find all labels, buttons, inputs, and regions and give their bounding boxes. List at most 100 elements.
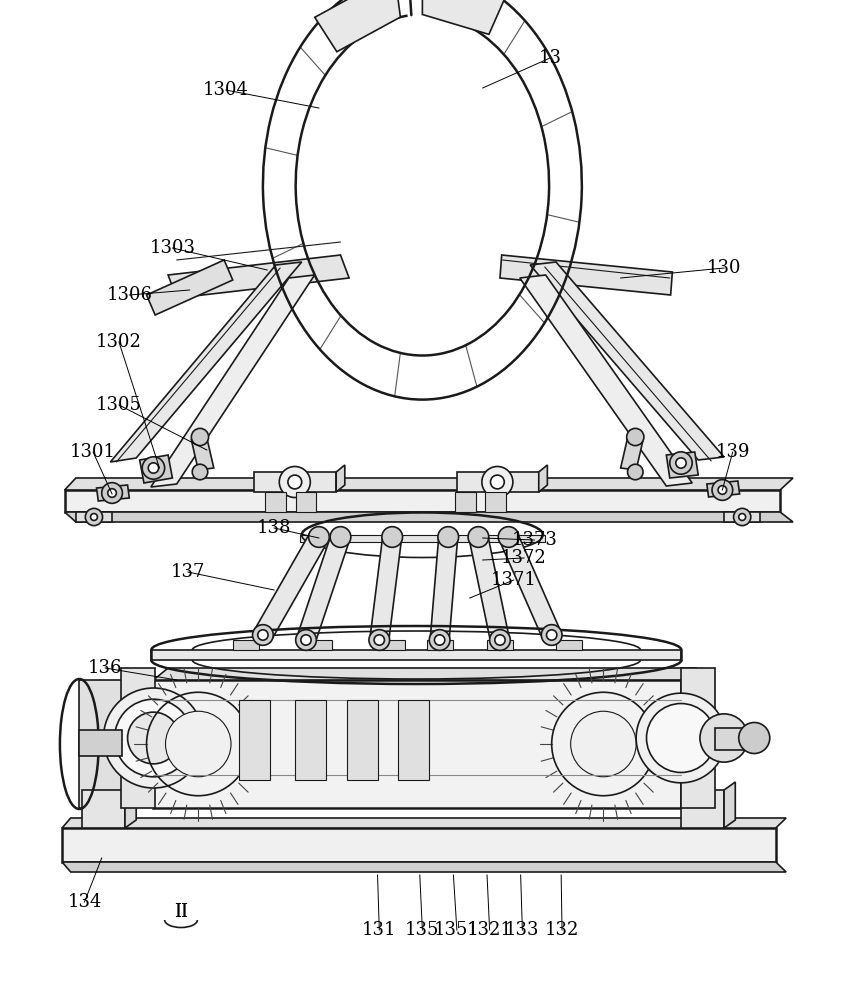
Polygon shape: [426, 640, 452, 650]
Circle shape: [490, 475, 504, 489]
Circle shape: [308, 527, 329, 547]
Text: 130: 130: [706, 259, 740, 277]
Polygon shape: [538, 465, 547, 492]
Polygon shape: [65, 490, 779, 512]
Text: 134: 134: [67, 893, 102, 911]
Polygon shape: [62, 862, 785, 872]
Polygon shape: [294, 700, 325, 780]
Polygon shape: [499, 255, 672, 295]
Polygon shape: [82, 790, 125, 828]
Polygon shape: [153, 668, 696, 680]
Text: 1305: 1305: [96, 396, 142, 414]
Text: II: II: [174, 903, 188, 921]
Circle shape: [300, 635, 311, 645]
Polygon shape: [151, 275, 314, 487]
Circle shape: [489, 630, 510, 650]
Text: 1351: 1351: [433, 921, 480, 939]
Polygon shape: [168, 255, 349, 298]
Circle shape: [635, 693, 725, 783]
Polygon shape: [530, 262, 723, 460]
Polygon shape: [485, 492, 505, 512]
Polygon shape: [300, 535, 544, 542]
Circle shape: [675, 458, 685, 468]
Polygon shape: [430, 536, 457, 641]
Circle shape: [288, 475, 301, 489]
Polygon shape: [76, 512, 112, 522]
Circle shape: [437, 527, 458, 547]
Circle shape: [546, 630, 556, 640]
Polygon shape: [455, 492, 475, 512]
Polygon shape: [346, 700, 377, 780]
Polygon shape: [297, 533, 349, 644]
Polygon shape: [379, 640, 405, 650]
Circle shape: [90, 514, 97, 520]
Circle shape: [192, 464, 208, 480]
Circle shape: [165, 711, 231, 777]
Text: II: II: [174, 903, 188, 921]
Polygon shape: [680, 790, 723, 828]
Circle shape: [127, 712, 179, 764]
Circle shape: [626, 428, 643, 446]
Polygon shape: [723, 512, 759, 522]
Circle shape: [330, 527, 350, 547]
Circle shape: [115, 699, 192, 777]
Text: 1321: 1321: [466, 921, 512, 939]
Text: 139: 139: [715, 443, 749, 461]
Circle shape: [369, 630, 389, 650]
Circle shape: [498, 527, 518, 547]
Circle shape: [711, 480, 732, 500]
Text: 1302: 1302: [96, 333, 142, 351]
Polygon shape: [680, 668, 696, 808]
Circle shape: [374, 635, 384, 645]
Circle shape: [434, 635, 444, 645]
Circle shape: [669, 452, 691, 474]
Polygon shape: [306, 640, 331, 650]
Text: 132: 132: [544, 921, 579, 939]
Circle shape: [108, 489, 116, 497]
Polygon shape: [125, 782, 136, 828]
Circle shape: [252, 625, 273, 645]
Circle shape: [295, 630, 316, 650]
Circle shape: [468, 527, 488, 547]
Circle shape: [257, 630, 268, 640]
Text: 13: 13: [538, 49, 561, 67]
Circle shape: [85, 508, 102, 526]
Circle shape: [717, 486, 726, 494]
Polygon shape: [422, 0, 505, 34]
Polygon shape: [153, 680, 680, 808]
Text: 1303: 1303: [149, 239, 195, 257]
Polygon shape: [468, 534, 509, 643]
Circle shape: [738, 722, 769, 754]
Polygon shape: [369, 535, 401, 642]
Polygon shape: [79, 680, 122, 808]
Polygon shape: [65, 512, 792, 522]
Text: 135: 135: [405, 921, 439, 939]
Polygon shape: [715, 728, 753, 750]
Polygon shape: [555, 640, 581, 650]
Text: 1301: 1301: [70, 443, 116, 461]
Polygon shape: [314, 0, 400, 52]
Polygon shape: [336, 465, 344, 492]
Polygon shape: [255, 531, 326, 641]
Polygon shape: [254, 472, 336, 492]
Polygon shape: [265, 492, 286, 512]
Circle shape: [481, 466, 512, 498]
Polygon shape: [96, 485, 129, 501]
Polygon shape: [620, 438, 642, 470]
Polygon shape: [706, 481, 739, 497]
Polygon shape: [146, 260, 232, 315]
Circle shape: [142, 457, 164, 479]
Polygon shape: [65, 478, 792, 490]
Text: 136: 136: [88, 659, 122, 677]
Text: 1306: 1306: [106, 286, 152, 304]
Circle shape: [738, 514, 745, 520]
Polygon shape: [151, 650, 680, 660]
Circle shape: [381, 527, 402, 547]
Polygon shape: [499, 532, 560, 640]
Polygon shape: [191, 438, 214, 470]
Polygon shape: [723, 782, 734, 828]
Polygon shape: [62, 828, 775, 862]
Polygon shape: [79, 730, 122, 756]
Circle shape: [646, 704, 715, 772]
Circle shape: [429, 630, 449, 650]
